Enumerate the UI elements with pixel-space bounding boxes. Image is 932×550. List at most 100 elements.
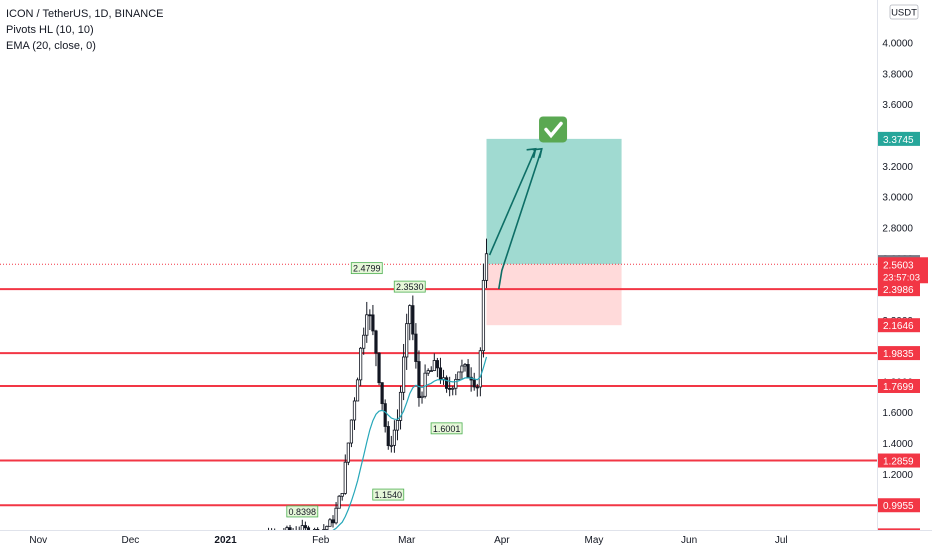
candle[interactable] (386, 421, 390, 450)
candle[interactable] (343, 454, 347, 495)
candle[interactable] (402, 343, 406, 401)
candle[interactable] (429, 366, 433, 373)
candle-body (337, 495, 341, 509)
pivot-label[interactable] (430, 422, 463, 435)
candle[interactable] (340, 493, 344, 501)
pivot-label-text: 2.3530 (396, 282, 424, 292)
candle[interactable] (355, 377, 360, 402)
candle[interactable] (405, 313, 409, 370)
candle[interactable] (377, 352, 381, 386)
stop-loss-zone[interactable] (486, 264, 622, 326)
currency-tag[interactable] (889, 4, 919, 20)
candle[interactable] (331, 515, 335, 528)
ema-indicator-label[interactable]: EMA (20, close, 0) (6, 40, 96, 52)
candle[interactable] (417, 350, 421, 407)
candle[interactable] (408, 304, 412, 341)
candle-body (380, 382, 384, 405)
candle[interactable] (346, 442, 350, 466)
candle[interactable] (420, 391, 424, 404)
candle-body (303, 525, 307, 529)
candle-body (346, 442, 350, 463)
candle[interactable] (303, 521, 307, 532)
currency-label: USDT (891, 8, 917, 19)
candle[interactable] (368, 309, 372, 331)
candle-body (420, 395, 424, 399)
candle-body (408, 305, 412, 325)
candle-body (448, 388, 452, 390)
candle[interactable] (371, 304, 375, 336)
candle[interactable] (444, 375, 449, 393)
pivot-label-text: 2.4799 (353, 264, 381, 274)
candle[interactable] (423, 364, 427, 399)
candle[interactable] (374, 329, 378, 367)
candle-body (355, 379, 360, 402)
candle[interactable] (383, 399, 387, 433)
profit-target-zone[interactable] (486, 138, 622, 265)
candle[interactable] (475, 383, 479, 397)
pivot-label-text: 0.8398 (289, 507, 317, 517)
candle[interactable] (389, 435, 393, 453)
candle[interactable] (481, 263, 486, 358)
pivot-label[interactable] (286, 505, 319, 518)
candle-body (383, 403, 387, 427)
candle[interactable] (457, 371, 461, 381)
level-price-tag (878, 498, 920, 513)
pivot-label[interactable] (393, 280, 426, 293)
candle[interactable] (365, 301, 369, 343)
candle[interactable] (359, 346, 363, 386)
pivot-label[interactable] (372, 488, 405, 501)
candle[interactable] (432, 353, 436, 372)
candle[interactable] (380, 382, 384, 412)
candle[interactable] (337, 494, 341, 509)
candle-body (340, 493, 344, 497)
pivots-indicator-label[interactable]: Pivots HL (10, 10) (6, 24, 94, 36)
check-badge[interactable] (539, 116, 568, 143)
candle[interactable] (362, 327, 366, 355)
candle[interactable] (411, 295, 415, 341)
pivot-label-text: 1.1540 (374, 490, 402, 500)
candle[interactable] (334, 502, 338, 525)
price-tick-label: 3.0000 (882, 193, 913, 204)
candle[interactable] (398, 385, 403, 430)
candle[interactable] (484, 238, 489, 289)
level-price-text: 0.9955 (883, 501, 914, 512)
candle[interactable] (426, 368, 430, 376)
candle[interactable] (472, 372, 476, 391)
candle[interactable] (478, 347, 482, 397)
projection-arrow[interactable] (497, 148, 543, 290)
candle[interactable] (352, 397, 357, 430)
candle-body (414, 333, 418, 362)
candle[interactable] (435, 357, 439, 378)
candle[interactable] (414, 323, 418, 369)
candle[interactable] (451, 386, 455, 396)
candle[interactable] (349, 419, 354, 448)
price-tick-label: 3.8000 (882, 69, 913, 80)
candle[interactable] (328, 518, 332, 527)
stop-price-tag (878, 318, 920, 333)
candle[interactable] (448, 376, 452, 397)
candle-body (457, 371, 461, 380)
candle-body (395, 420, 400, 431)
candle[interactable] (466, 359, 470, 378)
pivot-label[interactable] (350, 262, 383, 275)
price-tick-label: 1.2000 (882, 470, 913, 481)
candle-body (475, 386, 479, 389)
time-tick-label: Mar (398, 535, 416, 546)
candle[interactable] (463, 362, 467, 372)
candle[interactable] (460, 359, 464, 380)
candle-body (371, 314, 375, 332)
projection-arrow[interactable] (488, 148, 537, 256)
time-tick-label: Dec (121, 535, 139, 546)
stop-price-tag-text: 2.1646 (883, 321, 914, 332)
candle[interactable] (454, 373, 458, 396)
candle-body (386, 426, 390, 446)
price-tick-label: 1.4000 (882, 439, 913, 450)
candle-body (352, 400, 357, 421)
candle-body (429, 370, 433, 373)
target-price-tag-text: 3.3745 (883, 135, 914, 146)
candle[interactable] (392, 420, 397, 453)
time-axis-background[interactable] (0, 530, 932, 550)
candle[interactable] (395, 409, 400, 441)
price-tick-label: 2.8000 (882, 223, 913, 234)
